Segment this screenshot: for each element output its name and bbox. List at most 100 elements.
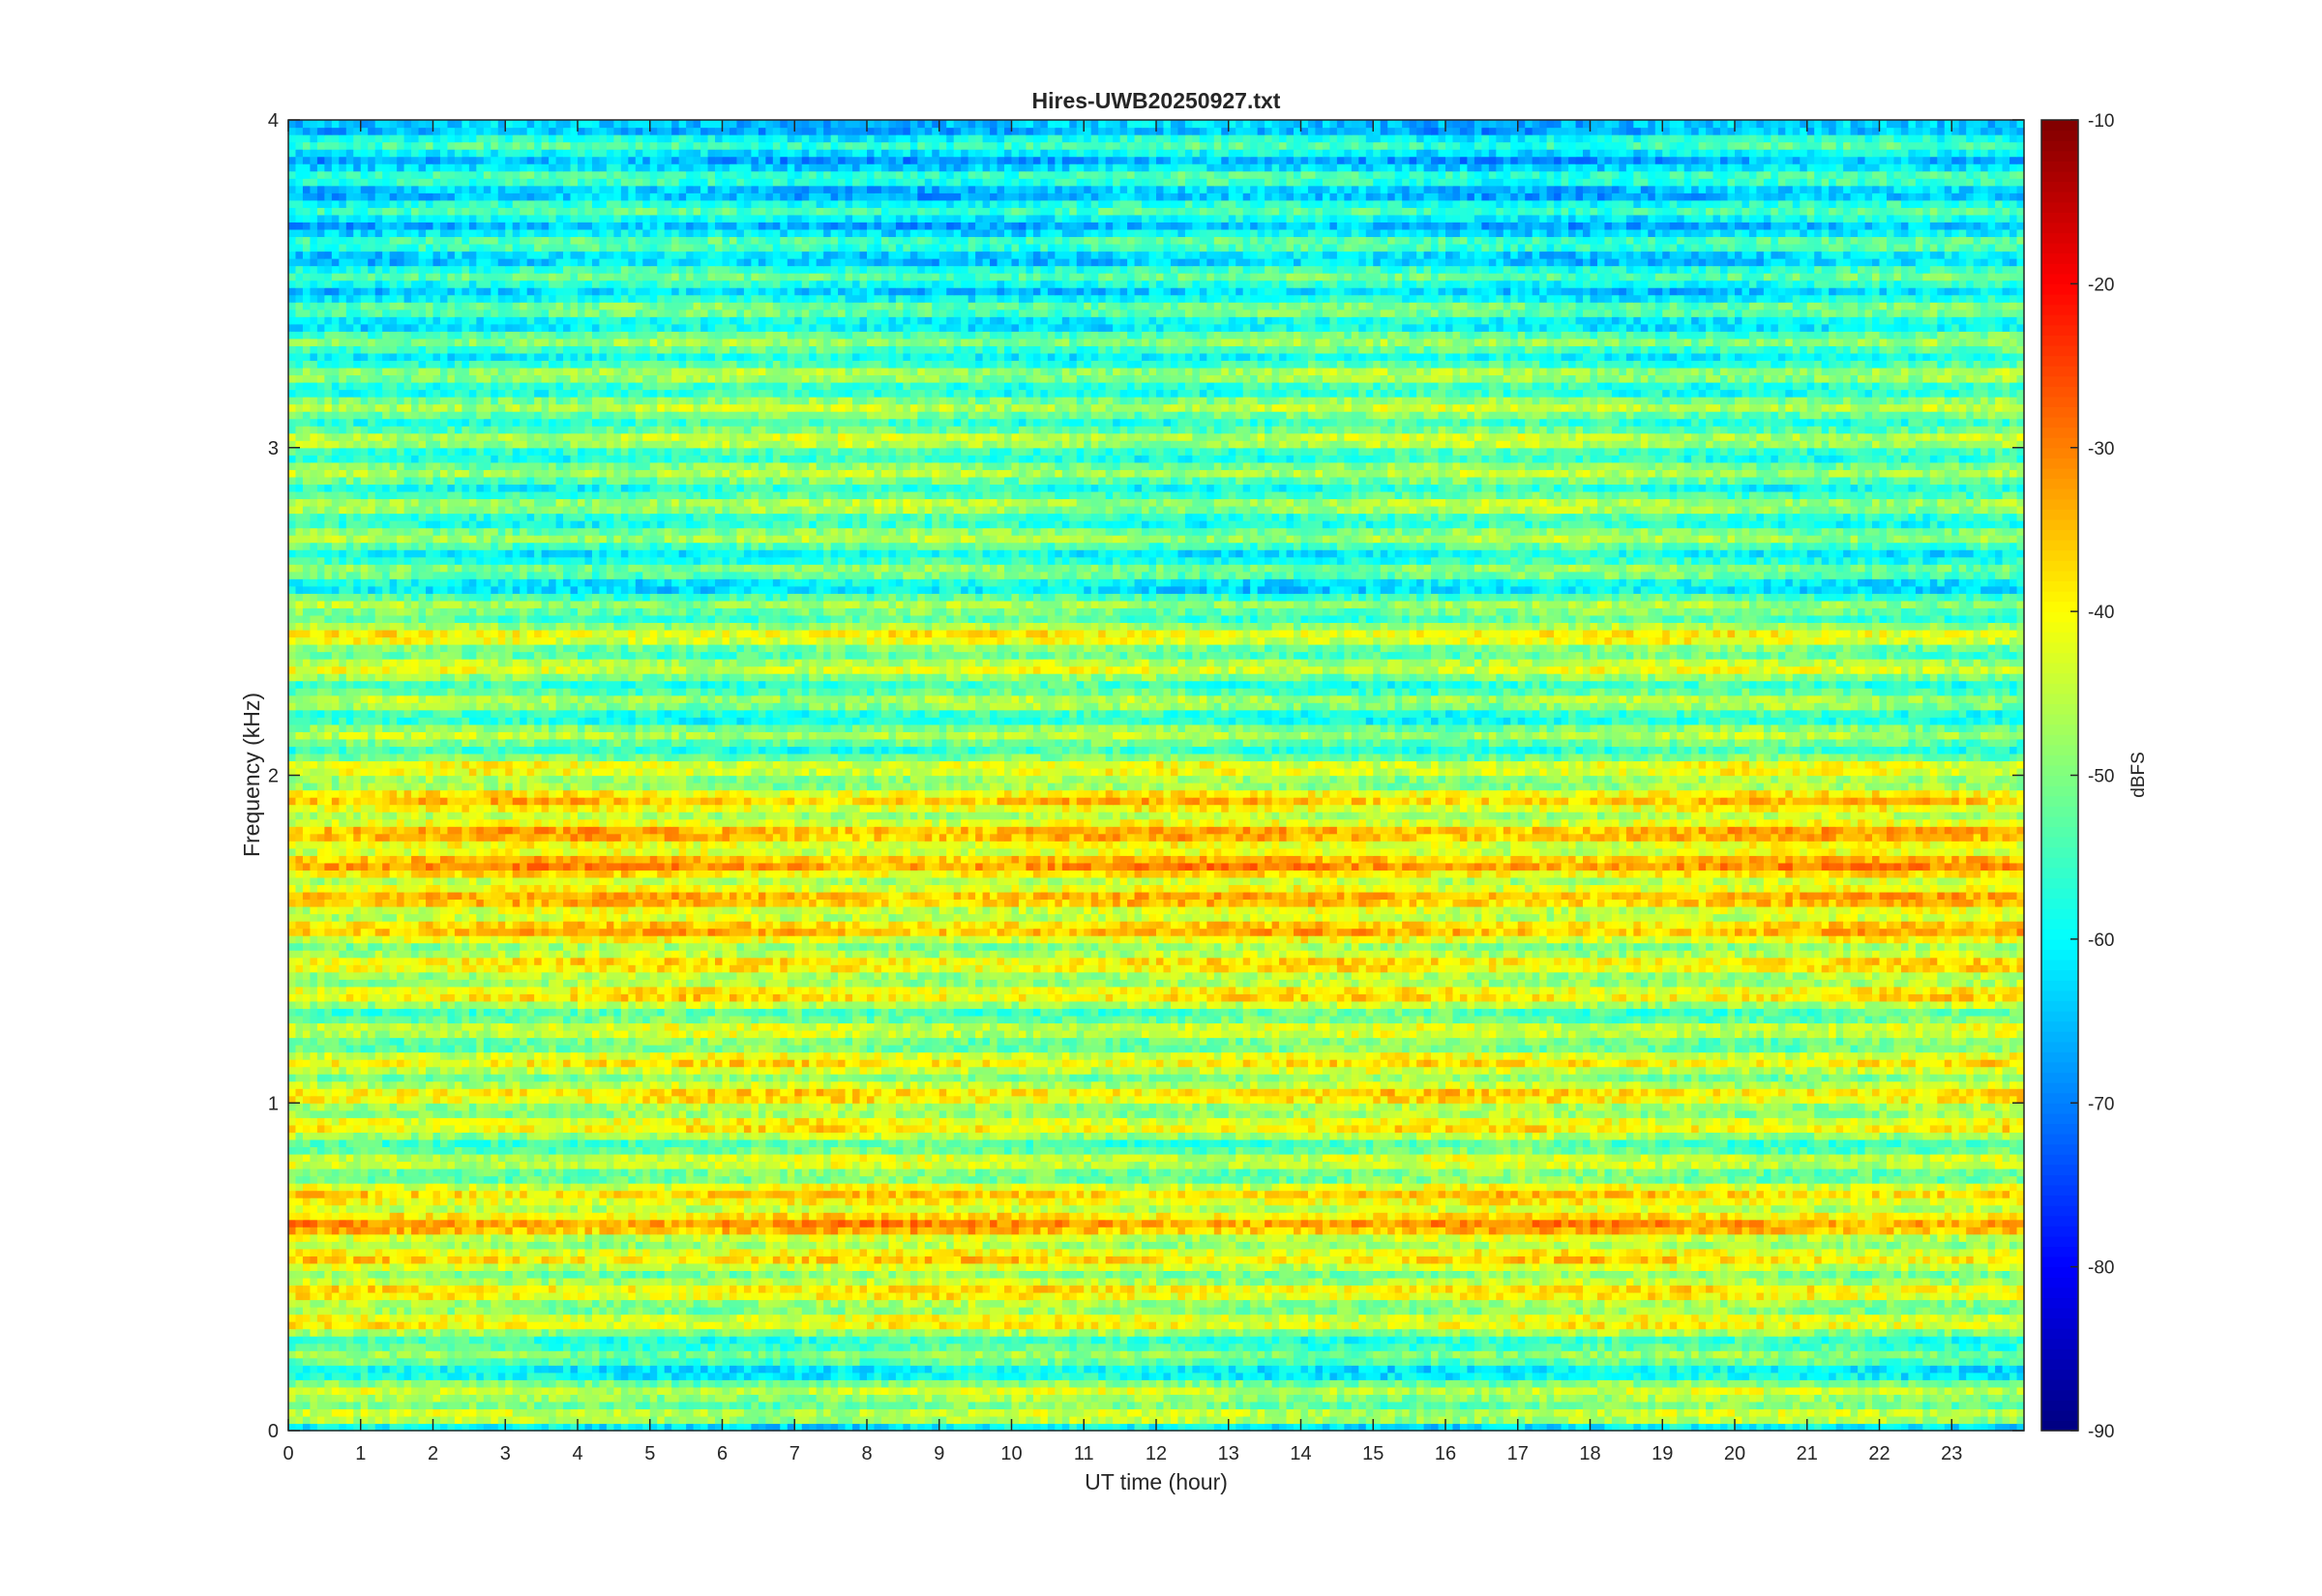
heatmap-cell [571,1329,579,1337]
heatmap-cell [513,1394,521,1402]
heatmap-cell [1980,1402,1988,1409]
heatmap-cell [527,1329,535,1337]
heatmap-cell [353,1365,361,1373]
heatmap-cell [1728,1387,1736,1395]
heatmap-cell [461,1329,469,1337]
heatmap-cell [1395,1344,1403,1351]
heatmap-cell [1742,1416,1749,1424]
heatmap-cell [1641,1387,1649,1395]
heatmap-cell [1641,1394,1649,1402]
heatmap-cell [1229,1336,1236,1344]
heatmap-cell [1945,1379,1952,1387]
heatmap-cell [975,1416,983,1424]
heatmap-cell [939,1387,947,1395]
heatmap-cell [700,1358,708,1366]
heatmap-cell [484,1373,491,1380]
heatmap-cell [1402,1329,1410,1337]
heatmap-cell [1410,1373,1417,1380]
heatmap-cell [1735,1387,1742,1395]
heatmap-cell [1562,1416,1569,1424]
heatmap-cell [1156,1329,1164,1337]
heatmap-cell [1916,1344,1923,1351]
heatmap-cell [679,1373,687,1380]
heatmap-cell [1966,1321,1974,1329]
heatmap-cell [1865,1336,1873,1344]
heatmap-cell [1533,1387,1540,1395]
heatmap-cell [563,1321,571,1329]
heatmap-cell [1315,1373,1323,1380]
heatmap-cell [1937,1373,1945,1380]
heatmap-cell [404,1402,412,1409]
heatmap-cell [1258,1358,1265,1366]
heatmap-cell [1539,1373,1547,1380]
heatmap-cell [846,1329,853,1337]
heatmap-cell [1764,1365,1771,1373]
heatmap-cell [1171,1321,1178,1329]
heatmap-cell [1171,1416,1178,1424]
heatmap-cell [404,1336,412,1344]
heatmap-cell [1865,1416,1873,1424]
heatmap-cell [1258,1379,1265,1387]
heatmap-cell [1381,1358,1388,1366]
heatmap-cell [838,1336,846,1344]
heatmap-cell [1749,1379,1757,1387]
heatmap-cell [1612,1373,1620,1380]
heatmap-cell [1214,1394,1222,1402]
heatmap-cell [838,1387,846,1395]
heatmap-cell [903,1379,910,1387]
heatmap-cell [397,1350,404,1358]
heatmap-cell [765,1344,773,1351]
heatmap-cell [411,1336,419,1344]
heatmap-cell [1503,1336,1511,1344]
heatmap-cell [1988,1379,1996,1387]
heatmap-cell [788,1336,795,1344]
heatmap-cell [990,1365,997,1373]
heatmap-cell [1229,1379,1236,1387]
heatmap-cell [1807,1402,1815,1409]
heatmap-cell [390,1321,398,1329]
heatmap-cell [1214,1379,1222,1387]
heatmap-cell [390,1344,398,1351]
heatmap-cell [823,1373,831,1380]
heatmap-cell [1410,1344,1417,1351]
heatmap-cell [1424,1394,1432,1402]
heatmap-cell [1265,1408,1272,1416]
heatmap-cell [1597,1358,1605,1366]
heatmap-cell [1916,1387,1923,1395]
heatmap-cell [1033,1394,1041,1402]
heatmap-cell [433,1408,441,1416]
heatmap-cell [1062,1321,1070,1329]
heatmap-cell [665,1408,672,1416]
heatmap-cell [628,1394,636,1402]
heatmap-cell [476,1394,484,1402]
heatmap-cell [1200,1365,1207,1373]
heatmap-cell [339,1387,346,1395]
heatmap-cell [621,1373,629,1380]
heatmap-cell [491,1394,498,1402]
heatmap-cell [1135,1358,1143,1366]
heatmap-cell [1691,1321,1699,1329]
heatmap-cell [1481,1379,1489,1387]
heatmap-cell [939,1394,947,1402]
heatmap-cell [846,1402,853,1409]
heatmap-cell [1062,1365,1070,1373]
heatmap-cell [1576,1350,1584,1358]
heatmap-cell [946,1387,954,1395]
heatmap-cell [1192,1402,1200,1409]
heatmap-cell [397,1321,404,1329]
heatmap-cell [1235,1387,1243,1395]
heatmap-cell [332,1329,340,1337]
heatmap-cell [1858,1350,1865,1358]
heatmap-cell [1503,1387,1511,1395]
heatmap-cell [1713,1321,1721,1329]
heatmap-cell [831,1408,839,1416]
heatmap-cell [1756,1358,1764,1366]
heatmap-cell [411,1350,419,1358]
heatmap-cell [346,1416,354,1424]
heatmap-cell [578,1373,585,1380]
heatmap-cell [917,1358,925,1366]
heatmap-cell [1344,1336,1352,1344]
heatmap-cell [346,1321,354,1329]
heatmap-cell [1192,1408,1200,1416]
heatmap-cell [332,1387,340,1395]
